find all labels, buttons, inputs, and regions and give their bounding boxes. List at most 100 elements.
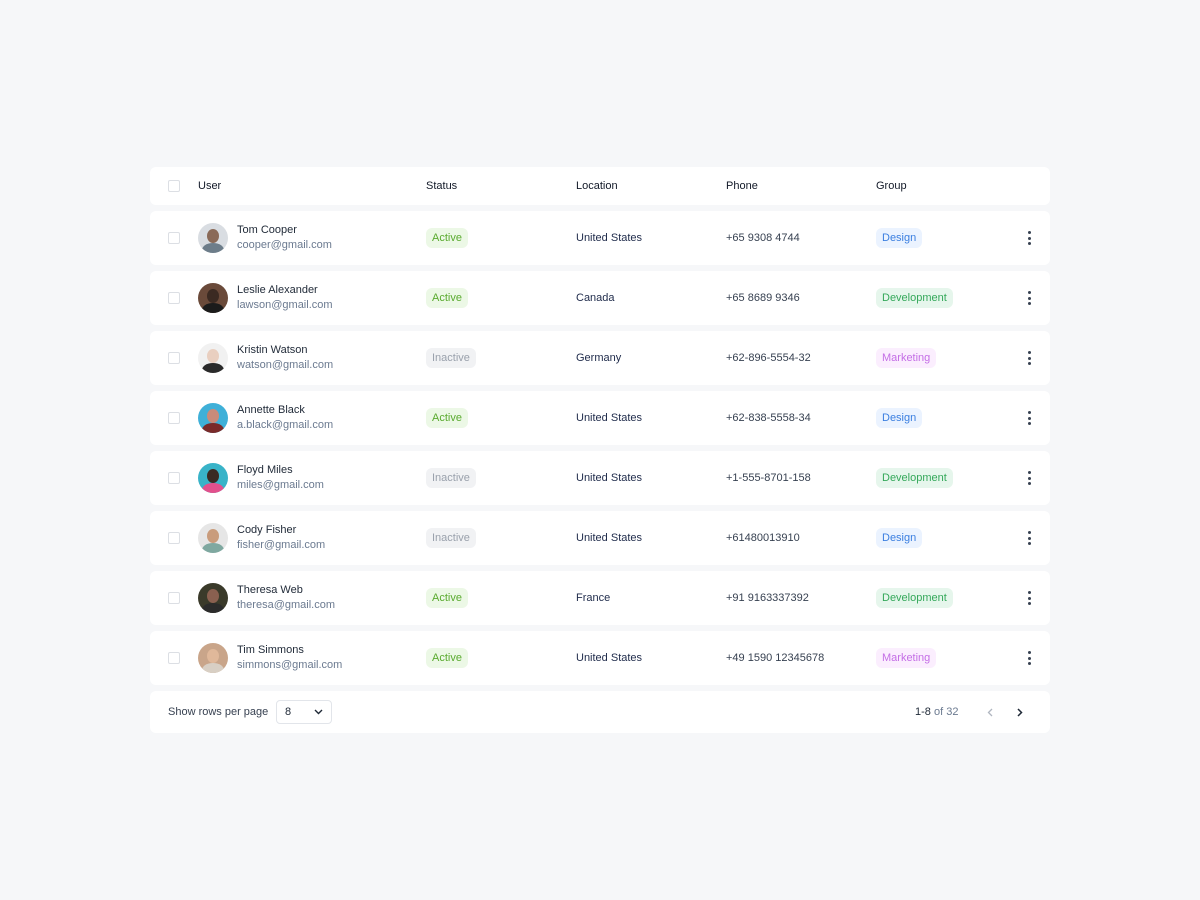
phone-cell: +49 1590 12345678 [726,652,825,664]
table-row[interactable]: Tom Cooper cooper@gmail.com Active Unite… [150,211,1050,265]
row-checkbox[interactable] [168,592,180,604]
next-page-button[interactable] [1013,705,1027,719]
table-row[interactable]: Leslie Alexander lawson@gmail.com Active… [150,271,1050,325]
user-name: Cody Fisher [237,524,297,536]
user-name: Theresa Web [237,584,303,596]
user-cell: Annette Black a.black@gmail.com [198,403,333,433]
group-cell: Marketing [876,348,937,368]
group-badge: Development [876,468,953,488]
table-row[interactable]: Tim Simmons simmons@gmail.com Active Uni… [150,631,1050,685]
header-group[interactable]: Group [876,180,907,192]
status-cell: Active [426,408,468,428]
user-cell: Floyd Miles miles@gmail.com [198,463,324,493]
table-footer: Show rows per page 8 1-8 of 32 [150,691,1050,733]
more-options-icon[interactable] [1026,291,1032,305]
more-options-icon[interactable] [1026,471,1032,485]
table-body: Tom Cooper cooper@gmail.com Active Unite… [150,211,1050,685]
more-options-icon[interactable] [1026,411,1032,425]
row-checkbox[interactable] [168,532,180,544]
group-cell: Development [876,288,953,308]
row-checkbox[interactable] [168,292,180,304]
rows-per-page-value: 8 [285,706,292,718]
range-total: of 32 [933,706,959,718]
group-badge: Marketing [876,648,937,668]
phone-cell: +1-555-8701-158 [726,472,811,484]
group-badge: Development [876,588,953,608]
status-badge: Active [426,648,468,668]
user-name: Kristin Watson [237,344,308,356]
user-cell: Theresa Web theresa@gmail.com [198,583,335,613]
location-cell: United States [576,532,643,544]
status-cell: Active [426,588,468,608]
header-user[interactable]: User [198,180,222,192]
header-location[interactable]: Location [576,180,618,192]
status-badge: Inactive [426,348,476,368]
avatar [198,523,228,553]
status-badge: Active [426,588,468,608]
group-cell: Marketing [876,648,937,668]
location-cell: United States [576,652,643,664]
location-cell: Canada [576,292,615,304]
header-phone[interactable]: Phone [726,180,758,192]
row-checkbox[interactable] [168,412,180,424]
row-checkbox[interactable] [168,472,180,484]
user-cell: Cody Fisher fisher@gmail.com [198,523,325,553]
user-cell: Tom Cooper cooper@gmail.com [198,223,332,253]
table-row[interactable]: Annette Black a.black@gmail.com Active U… [150,391,1050,445]
table-header: User Status Location Phone Group [150,167,1050,205]
user-email: theresa@gmail.com [237,599,335,611]
row-checkbox[interactable] [168,232,180,244]
users-table: User Status Location Phone Group Tom Coo… [150,167,1050,733]
phone-cell: +62-838-5558-34 [726,412,811,424]
user-name: Floyd Miles [237,464,293,476]
avatar [198,403,228,433]
location-cell: United States [576,472,643,484]
group-cell: Design [876,528,923,548]
user-name: Annette Black [237,404,305,416]
row-checkbox[interactable] [168,652,180,664]
location-cell: United States [576,232,643,244]
prev-page-button[interactable] [983,705,997,719]
user-email: watson@gmail.com [237,359,334,371]
rows-per-page-select[interactable]: 8 [276,700,332,724]
table-row[interactable]: Kristin Watson watson@gmail.com Inactive… [150,331,1050,385]
group-badge: Design [876,228,923,248]
range-value: 1-8 [915,706,931,718]
group-cell: Design [876,408,923,428]
table-row[interactable]: Floyd Miles miles@gmail.com Inactive Uni… [150,451,1050,505]
group-badge: Design [876,408,923,428]
more-options-icon[interactable] [1026,231,1032,245]
row-checkbox[interactable] [168,352,180,364]
status-cell: Active [426,648,468,668]
more-options-icon[interactable] [1026,591,1032,605]
table-row[interactable]: Theresa Web theresa@gmail.com Active Fra… [150,571,1050,625]
status-cell: Inactive [426,528,476,548]
user-cell: Leslie Alexander lawson@gmail.com [198,283,333,313]
chevron-right-icon [1017,707,1023,717]
more-options-icon[interactable] [1026,651,1032,665]
table-row[interactable]: Cody Fisher fisher@gmail.com Inactive Un… [150,511,1050,565]
phone-cell: +65 9308 4744 [726,232,800,244]
status-badge: Inactive [426,468,476,488]
status-cell: Inactive [426,468,476,488]
avatar [198,583,228,613]
status-badge: Inactive [426,528,476,548]
location-cell: United States [576,412,643,424]
more-options-icon[interactable] [1026,351,1032,365]
avatar [198,223,228,253]
group-cell: Development [876,468,953,488]
status-cell: Inactive [426,348,476,368]
avatar [198,283,228,313]
header-status[interactable]: Status [426,180,458,192]
user-name: Tom Cooper [237,224,297,236]
location-cell: Germany [576,352,622,364]
status-badge: Active [426,228,468,248]
group-cell: Development [876,588,953,608]
more-options-icon[interactable] [1026,531,1032,545]
user-email: cooper@gmail.com [237,239,332,251]
pagination-range: 1-8 of 32 [915,706,958,718]
chevron-down-icon [314,709,323,715]
select-all-checkbox[interactable] [168,180,180,192]
group-badge: Marketing [876,348,937,368]
user-email: miles@gmail.com [237,479,324,491]
